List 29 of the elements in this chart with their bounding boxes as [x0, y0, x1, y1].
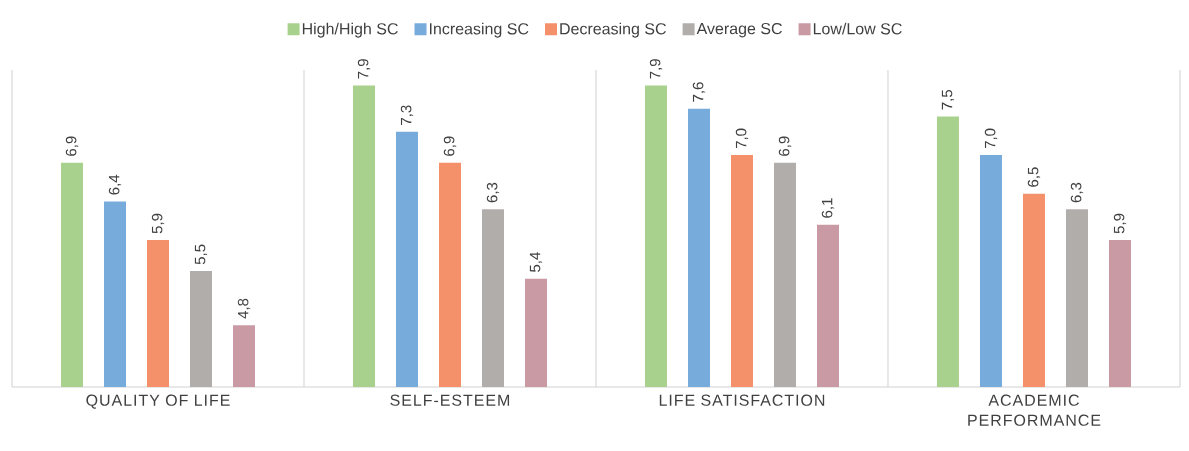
legend-label: Increasing SC [429, 22, 529, 38]
x-tick-label: ACADEMIC PERFORMANCE [968, 394, 1101, 426]
data-label: 6,9 [778, 136, 792, 156]
legend-label: Decreasing SC [560, 22, 666, 38]
data-label: 7,9 [357, 59, 371, 79]
data-label: 7,9 [649, 59, 663, 79]
data-label: 7,3 [400, 105, 414, 125]
data-label: 7,0 [984, 128, 998, 149]
data-label: 5,4 [529, 252, 543, 272]
legend-label: Average SC [696, 22, 782, 38]
data-label: 6,4 [108, 174, 122, 195]
data-label: 7,6 [692, 82, 706, 102]
data-label: 7,5 [941, 89, 955, 110]
data-label: 5,9 [151, 213, 165, 234]
x-tick-label: SELF-ESTEEM [390, 394, 510, 406]
data-label: 6,3 [1070, 182, 1084, 203]
data-label: 6,1 [821, 198, 835, 218]
x-tick-label: LIFE SATISFACTION [659, 394, 825, 406]
data-label: 6,3 [486, 182, 500, 203]
data-label: 6,9 [443, 136, 457, 156]
data-label: 6,5 [1027, 167, 1041, 187]
data-label: 6,9 [65, 136, 79, 156]
data-label: 5,5 [194, 244, 208, 265]
data-label: 7,0 [735, 128, 749, 149]
legend-label: High/High SC [302, 22, 398, 38]
legend-label: Low/Low SC [813, 22, 902, 35]
data-label: 4,8 [237, 298, 251, 319]
x-tick-label: QUALITY OF LIFE [86, 394, 230, 409]
data-label: 5,9 [1113, 213, 1127, 234]
